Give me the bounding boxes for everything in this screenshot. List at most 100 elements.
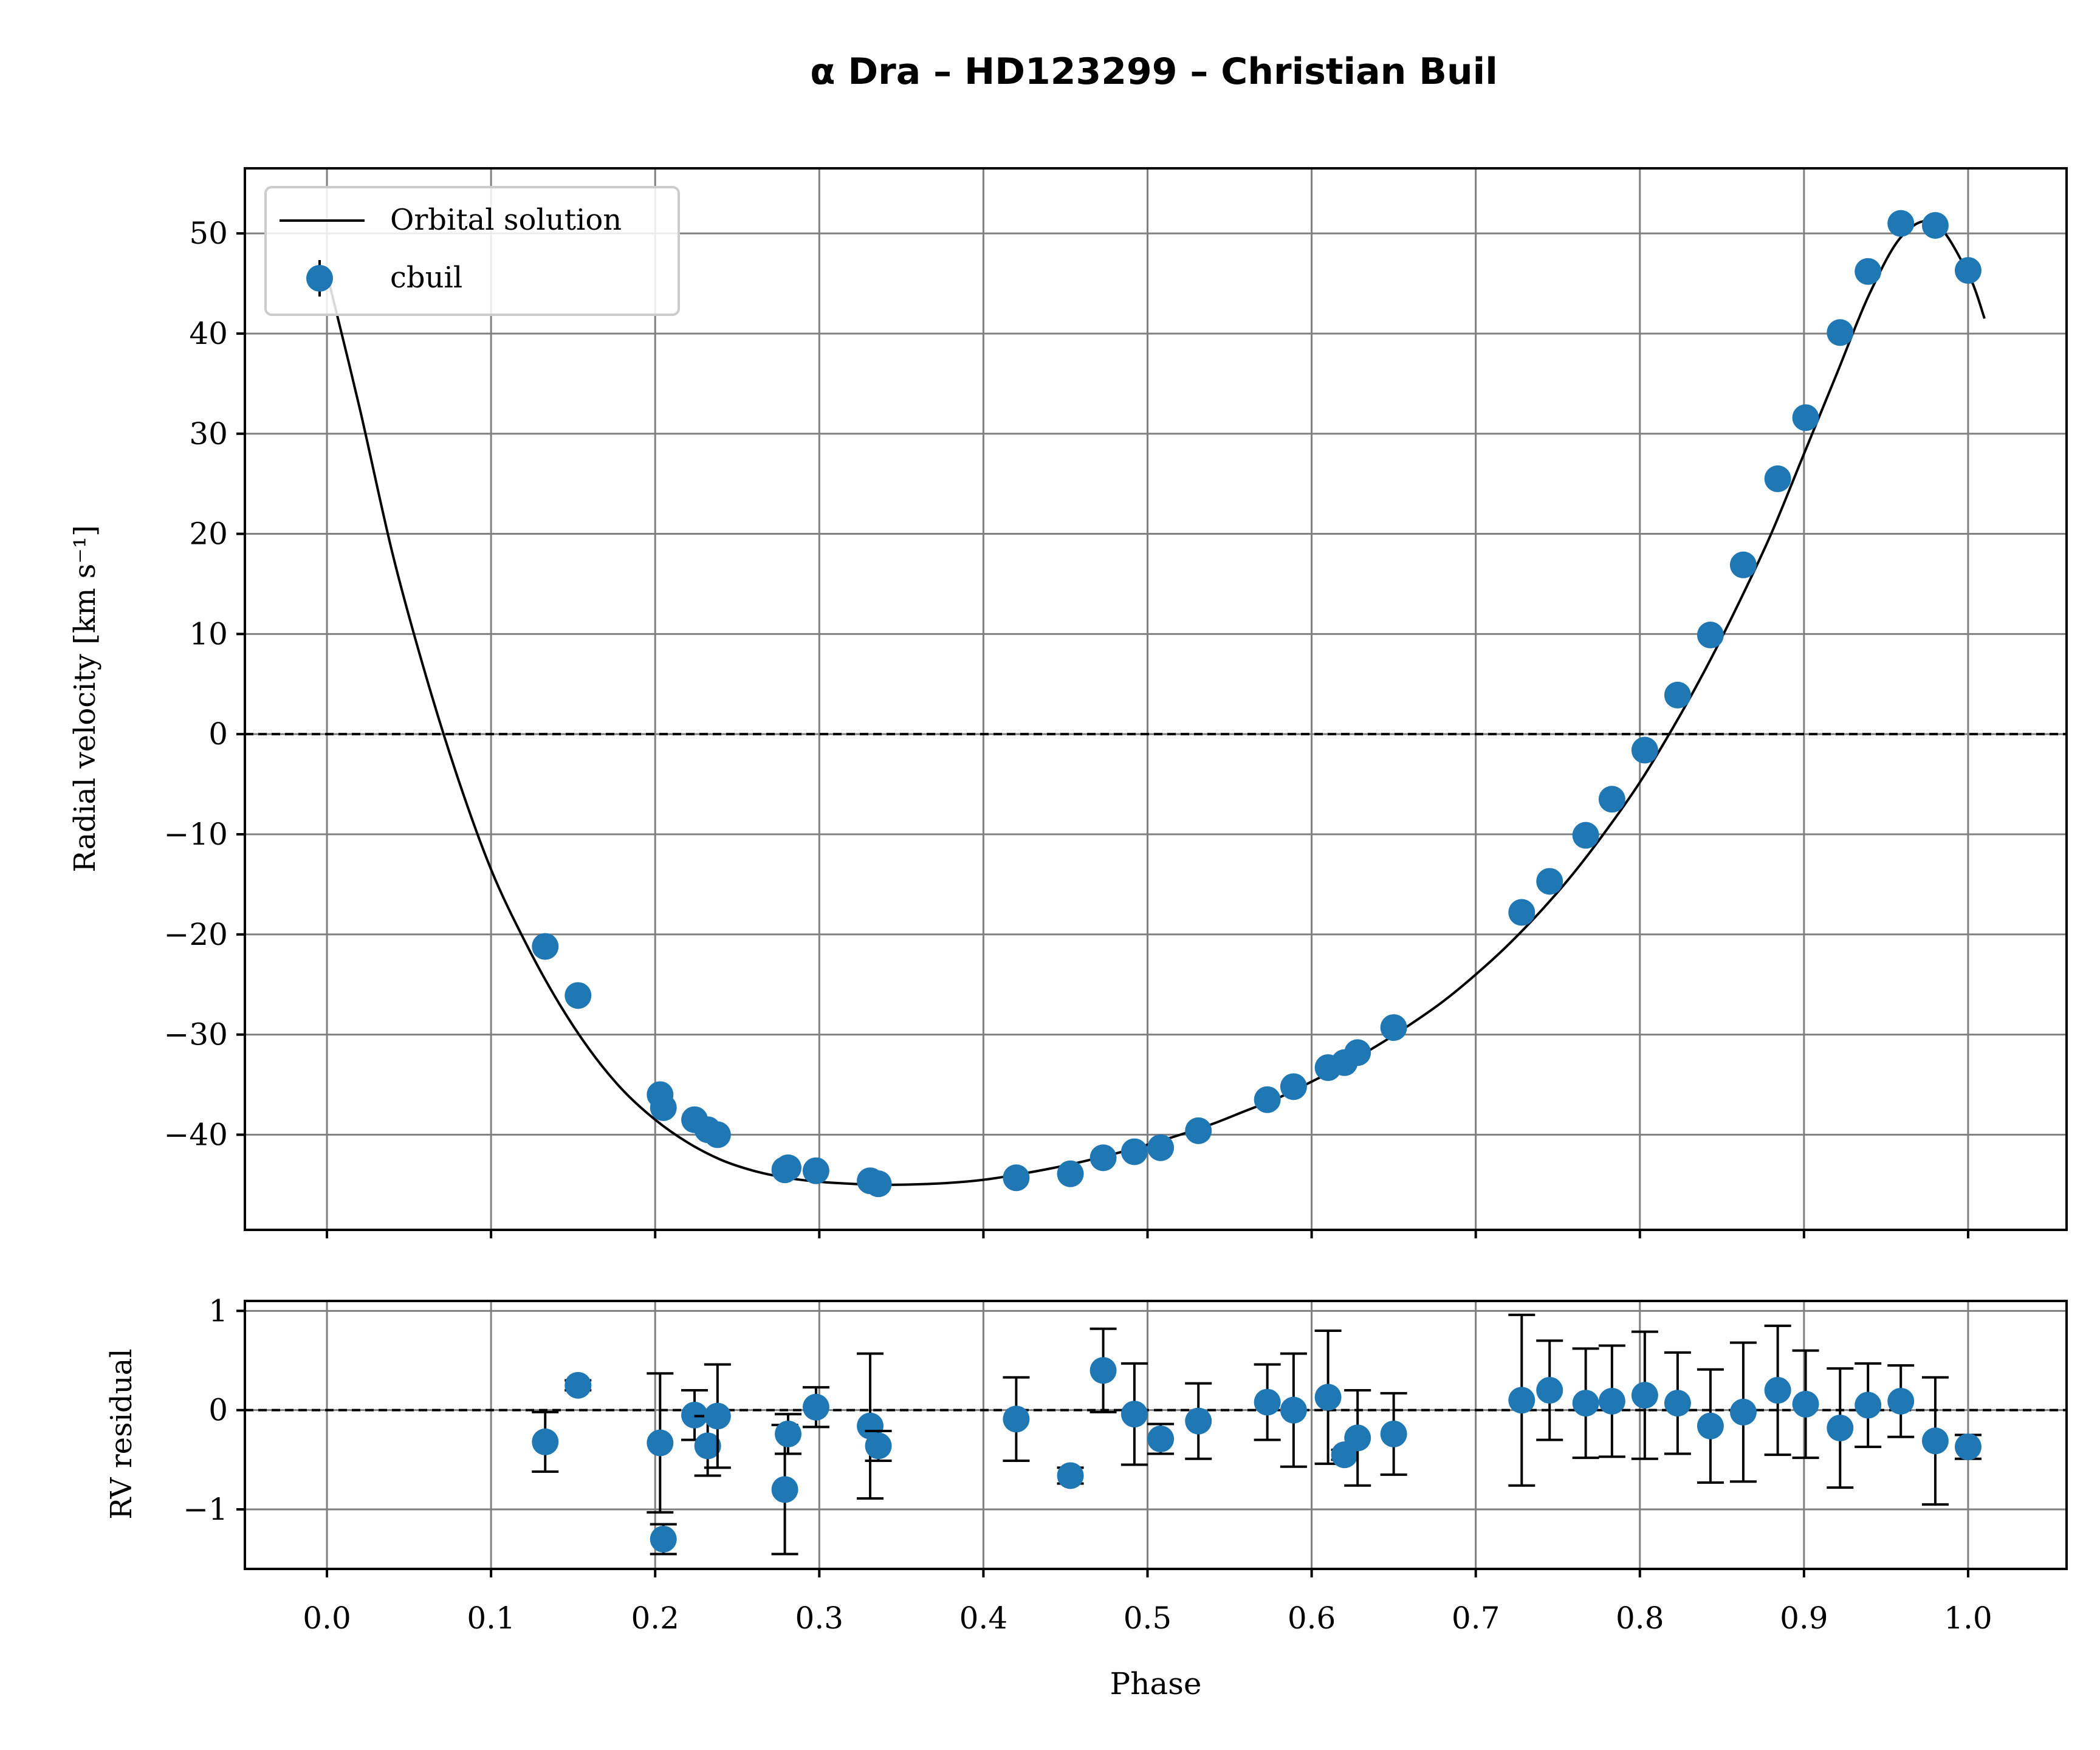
- rv-point: [704, 1121, 731, 1148]
- y-tick-label: −40: [163, 1117, 228, 1152]
- residual-point: [704, 1402, 731, 1430]
- rv-point: [1380, 1014, 1407, 1041]
- residual-point: [1827, 1415, 1854, 1442]
- residual-point: [1147, 1426, 1175, 1453]
- rv-point: [1792, 404, 1819, 431]
- rv-point: [1954, 257, 1982, 284]
- x-tick-label: 0.3: [795, 1601, 844, 1636]
- rv-point: [802, 1157, 829, 1184]
- residual-point: [1344, 1424, 1371, 1452]
- residual-point: [1280, 1396, 1307, 1424]
- rv-point: [1185, 1117, 1212, 1144]
- rv-point: [1003, 1164, 1030, 1192]
- rv-panel: 50 40 30 20 10 0 −10 −20 −30 −40 Radial velocity …: [68, 167, 2068, 1238]
- x-tick-label: 0.9: [1780, 1601, 1828, 1636]
- residual-point: [1089, 1357, 1117, 1384]
- x-tick-label: 0.4: [959, 1601, 1008, 1636]
- residual-point: [1664, 1390, 1691, 1417]
- residual-point: [1120, 1401, 1148, 1428]
- legend-marker-sample: [306, 265, 333, 292]
- residual-point: [1572, 1390, 1599, 1417]
- y-tick-label: −1: [183, 1492, 228, 1527]
- rv-point: [1887, 210, 1915, 237]
- y-tick-label: −20: [163, 917, 228, 952]
- residual-point: [1631, 1382, 1658, 1409]
- residual-point: [1729, 1398, 1757, 1426]
- rv-point: [1147, 1134, 1175, 1161]
- rv-point: [1631, 736, 1658, 764]
- residual-point: [694, 1432, 721, 1460]
- residual-point: [647, 1429, 674, 1457]
- residual-point: [1921, 1427, 1949, 1455]
- rv-point: [1697, 622, 1724, 649]
- rv-y-axis-label: Radial velocity [km s⁻¹]: [68, 525, 102, 872]
- rv-panel-frame: [244, 167, 2068, 1231]
- residual-point: [1314, 1384, 1342, 1411]
- residual-point: [1792, 1390, 1819, 1418]
- residual-point: [650, 1526, 677, 1553]
- residual-point: [1764, 1377, 1791, 1404]
- rv-point: [532, 933, 559, 960]
- rv-panel-background: [245, 168, 2067, 1230]
- rv-point: [774, 1154, 801, 1181]
- x-tick-label: 0.1: [467, 1601, 515, 1636]
- rv-point: [1572, 822, 1599, 849]
- rv-points-layer: [532, 210, 1982, 1198]
- rv-point: [650, 1094, 677, 1121]
- x-tick-label: 0.6: [1288, 1601, 1336, 1636]
- residual-panel-frame: [244, 1300, 2068, 1570]
- y-tick-label: 30: [189, 416, 228, 451]
- x-tick-label: 0.2: [631, 1601, 679, 1636]
- legend-entry-orbital-solution: Orbital solution: [390, 203, 622, 237]
- rv-panel-ticks: 50 40 30 20 10 0 −10 −20 −30 −40: [163, 216, 1969, 1238]
- residual-point: [1887, 1387, 1915, 1415]
- x-tick-label: 0.0: [303, 1601, 351, 1636]
- rv-point: [1827, 319, 1854, 346]
- chart-title: α Dra – HD123299 – Christian Buil: [810, 50, 1498, 93]
- y-tick-label: 20: [189, 516, 228, 552]
- x-tick-label: 0.7: [1452, 1601, 1500, 1636]
- residual-point: [802, 1393, 829, 1421]
- rv-point: [1280, 1073, 1307, 1100]
- residual-point: [1954, 1433, 1982, 1461]
- legend: Orbital solution cbuil: [264, 186, 680, 316]
- y-tick-label: 40: [189, 316, 228, 351]
- residual-point: [564, 1371, 592, 1399]
- rv-point: [1855, 258, 1882, 285]
- y-tick-label: 0: [208, 716, 228, 752]
- x-axis-label: Phase: [1110, 1666, 1202, 1701]
- residual-point: [865, 1432, 892, 1460]
- rv-point: [1598, 786, 1625, 813]
- legend-entry-cbuil: cbuil: [390, 261, 462, 295]
- y-tick-label: 1: [208, 1293, 228, 1328]
- y-tick-label: 0: [208, 1393, 228, 1428]
- residual-point: [1003, 1405, 1030, 1433]
- residual-point: [1697, 1412, 1724, 1439]
- y-tick-label: −10: [163, 817, 228, 852]
- residual-point: [1185, 1407, 1212, 1435]
- residual-y-axis-label: RV residual: [105, 1348, 139, 1519]
- rv-point: [1729, 551, 1757, 578]
- residual-point: [532, 1428, 559, 1455]
- x-tick-labels: 0.0 0.1 0.2 0.3 0.4 0.5 0.6 0.7 0.8 0.9 1.0: [303, 1601, 1992, 1636]
- residual-point: [1254, 1388, 1281, 1416]
- residual-point: [1508, 1387, 1536, 1414]
- rv-point: [1536, 868, 1563, 895]
- residual-points-layer: [532, 1313, 1982, 1556]
- y-tick-label: 10: [189, 616, 228, 651]
- residual-panel: 1 0 −1 RV residual: [105, 1293, 2068, 1577]
- rv-point: [1508, 899, 1536, 926]
- rv-point: [1344, 1039, 1371, 1066]
- residual-point: [1057, 1462, 1084, 1489]
- rv-point: [1057, 1160, 1084, 1187]
- rv-point: [1089, 1144, 1117, 1172]
- legend-box: [264, 186, 680, 316]
- y-tick-label: −30: [163, 1017, 228, 1052]
- x-tick-label: 0.8: [1616, 1601, 1664, 1636]
- rv-point: [1764, 465, 1791, 492]
- rv-point: [1254, 1086, 1281, 1113]
- rv-point: [564, 982, 592, 1009]
- x-tick-label: 1.0: [1944, 1601, 1992, 1636]
- residual-point: [1536, 1377, 1563, 1404]
